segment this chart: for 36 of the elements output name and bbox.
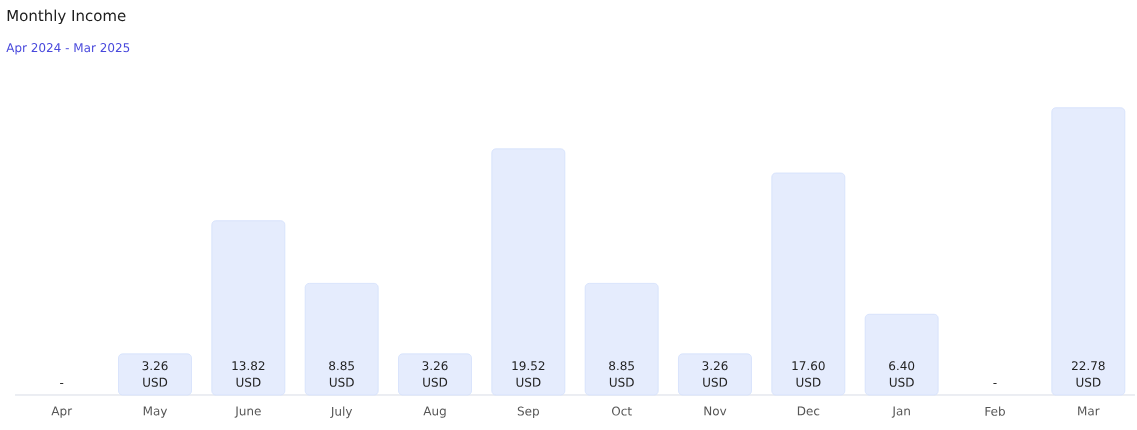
chart-subtitle: Apr 2024 - Mar 2025: [6, 43, 130, 55]
x-tick-label: Feb: [985, 406, 1005, 416]
data-label: 3.26 USD: [142, 361, 168, 387]
data-label: 6.40 USD: [889, 361, 915, 387]
x-tick-label: Jan: [891, 406, 910, 418]
text: -: [993, 383, 997, 384]
data-label: 3.26 USD: [422, 361, 448, 387]
x-tick-label: Aug: [423, 406, 446, 418]
bar: [771, 172, 846, 396]
bar: [118, 353, 192, 396]
bar: [678, 353, 752, 396]
data-label: 8.85 USD: [609, 361, 634, 387]
chart-title: Monthly Income: [7, 9, 126, 25]
data-label: 17.60 USD: [792, 361, 825, 387]
x-tick-label: Mar: [1078, 406, 1100, 416]
data-label: 8.85 USD: [329, 361, 354, 387]
x-tick-label: May: [143, 406, 168, 418]
data-label: 19.52 USD: [512, 361, 545, 387]
bar: [304, 282, 379, 396]
x-tick-label: June: [234, 406, 261, 418]
x-tick-label: Nov: [704, 406, 727, 416]
text: -: [60, 383, 64, 384]
bar: [211, 220, 286, 396]
x-tick-label: Sep: [517, 406, 539, 418]
x-tick-label: Apr: [51, 406, 73, 418]
data-label: 22.78 USD: [1072, 361, 1105, 387]
bar: [864, 313, 939, 396]
x-tick-label: Oct: [611, 406, 632, 416]
data-label: 3.26 USD: [702, 361, 728, 387]
bar: [584, 282, 659, 396]
x-tick-label: Dec: [797, 406, 820, 416]
bar: [491, 148, 566, 396]
data-label: 13.82 USD: [232, 361, 265, 387]
x-tick-label: July: [330, 406, 353, 419]
bar: [398, 353, 472, 396]
bar: [1051, 107, 1126, 396]
